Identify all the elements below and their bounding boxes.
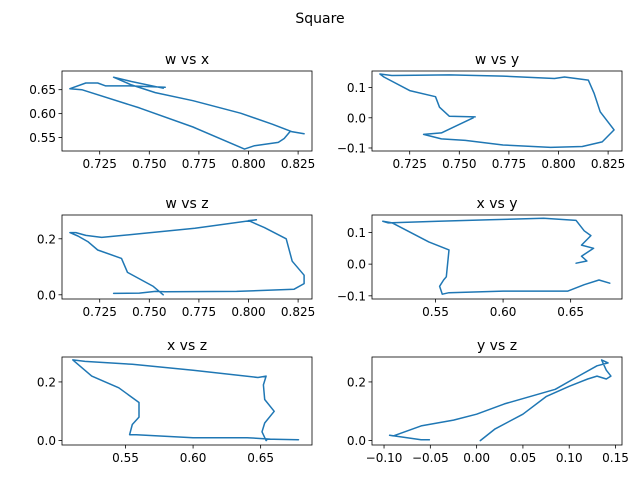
subplot-1: w vs x 0.725 0.750 0.775 0.800 0.825 0.55 0.60 0…: [29, 52, 315, 171]
x-tick-label: −0.10: [366, 451, 403, 465]
series-line: [72, 359, 300, 442]
subplot-title: y vs z: [477, 338, 517, 354]
x-tick-label: 0.10: [556, 451, 583, 465]
x-tick-label: 0.775: [182, 305, 216, 319]
x-tick-label: 0.750: [442, 157, 476, 171]
series-line: [382, 217, 611, 295]
axes-frame: [371, 70, 623, 152]
series-line: [379, 73, 615, 149]
y-tick-label: 0.0: [37, 288, 56, 302]
subplot-grid: w vs x 0.725 0.750 0.775 0.800 0.825 0.55 0.60 0…: [29, 52, 629, 465]
subplot-4: x vs y 0.55 0.60 0.65 −0.1 0.0 0.1: [337, 196, 623, 319]
y-tick-label: 0.0: [37, 434, 56, 448]
x-tick-label: 0.15: [602, 451, 629, 465]
axes-frame: [371, 356, 623, 446]
subplot-title: w vs x: [165, 52, 209, 68]
y-tick-label: 0.0: [347, 258, 366, 272]
x-tick-label: 0.05: [510, 451, 537, 465]
x-tick-label: 0.800: [231, 157, 265, 171]
x-tick-label: 0.825: [281, 157, 315, 171]
x-tick-label: 0.60: [180, 451, 207, 465]
x-tick-label: 0.775: [182, 157, 216, 171]
x-tick-label: 0.00: [463, 451, 490, 465]
y-tick-label: 0.1: [347, 81, 366, 95]
subplot-title: x vs y: [476, 196, 517, 212]
subplot-title: x vs z: [167, 338, 207, 354]
axes-frame: [371, 214, 623, 300]
x-tick-label: 0.775: [492, 157, 526, 171]
x-tick-label: 0.725: [83, 157, 117, 171]
x-tick-label: 0.60: [490, 305, 517, 319]
y-tick-label: 0.2: [37, 375, 56, 389]
subplot-3: w vs z 0.725 0.750 0.775 0.800 0.825 0.0 0.2: [37, 196, 315, 319]
subplot-5: x vs z 0.55 0.60 0.65 0.0 0.2: [37, 338, 313, 465]
figure-title: Square: [295, 11, 344, 27]
y-tick-label: −0.1: [337, 289, 366, 303]
y-tick-label: 0.60: [29, 107, 56, 121]
x-tick-label: 0.750: [132, 305, 166, 319]
x-tick-label: 0.65: [557, 305, 584, 319]
x-tick-label: 0.725: [83, 305, 117, 319]
x-tick-label: 0.825: [591, 157, 625, 171]
subplot-title: w vs z: [165, 196, 208, 212]
series-line: [69, 219, 305, 296]
series-line: [388, 359, 612, 442]
x-tick-label: −0.05: [412, 451, 449, 465]
x-tick-label: 0.825: [281, 305, 315, 319]
axes-frame: [61, 70, 313, 152]
x-tick-label: 0.55: [112, 451, 139, 465]
axes-frame: [61, 214, 313, 300]
subplot-6: y vs z −0.10 −0.05 0.00 0.05 0.10 0.15 0.0 0.2: [347, 338, 629, 465]
subplot-2: w vs y 0.725 0.750 0.775 0.800 0.825 −0.1 0.0 0.…: [337, 52, 625, 171]
x-tick-label: 0.725: [393, 157, 427, 171]
x-tick-label: 0.65: [247, 451, 274, 465]
y-tick-label: 0.0: [347, 434, 366, 448]
subplot-title: w vs y: [475, 52, 519, 68]
series-line: [69, 76, 305, 150]
x-tick-label: 0.55: [422, 305, 449, 319]
y-tick-label: 0.1: [347, 226, 366, 240]
x-tick-label: 0.800: [541, 157, 575, 171]
y-tick-label: 0.0: [347, 111, 366, 125]
x-tick-label: 0.750: [132, 157, 166, 171]
y-tick-label: 0.2: [37, 232, 56, 246]
x-tick-label: 0.800: [231, 305, 265, 319]
y-tick-label: 0.55: [29, 131, 56, 145]
axes-frame: [61, 356, 313, 446]
y-tick-label: −0.1: [337, 141, 366, 155]
y-tick-label: 0.2: [347, 375, 366, 389]
y-tick-label: 0.65: [29, 83, 56, 97]
